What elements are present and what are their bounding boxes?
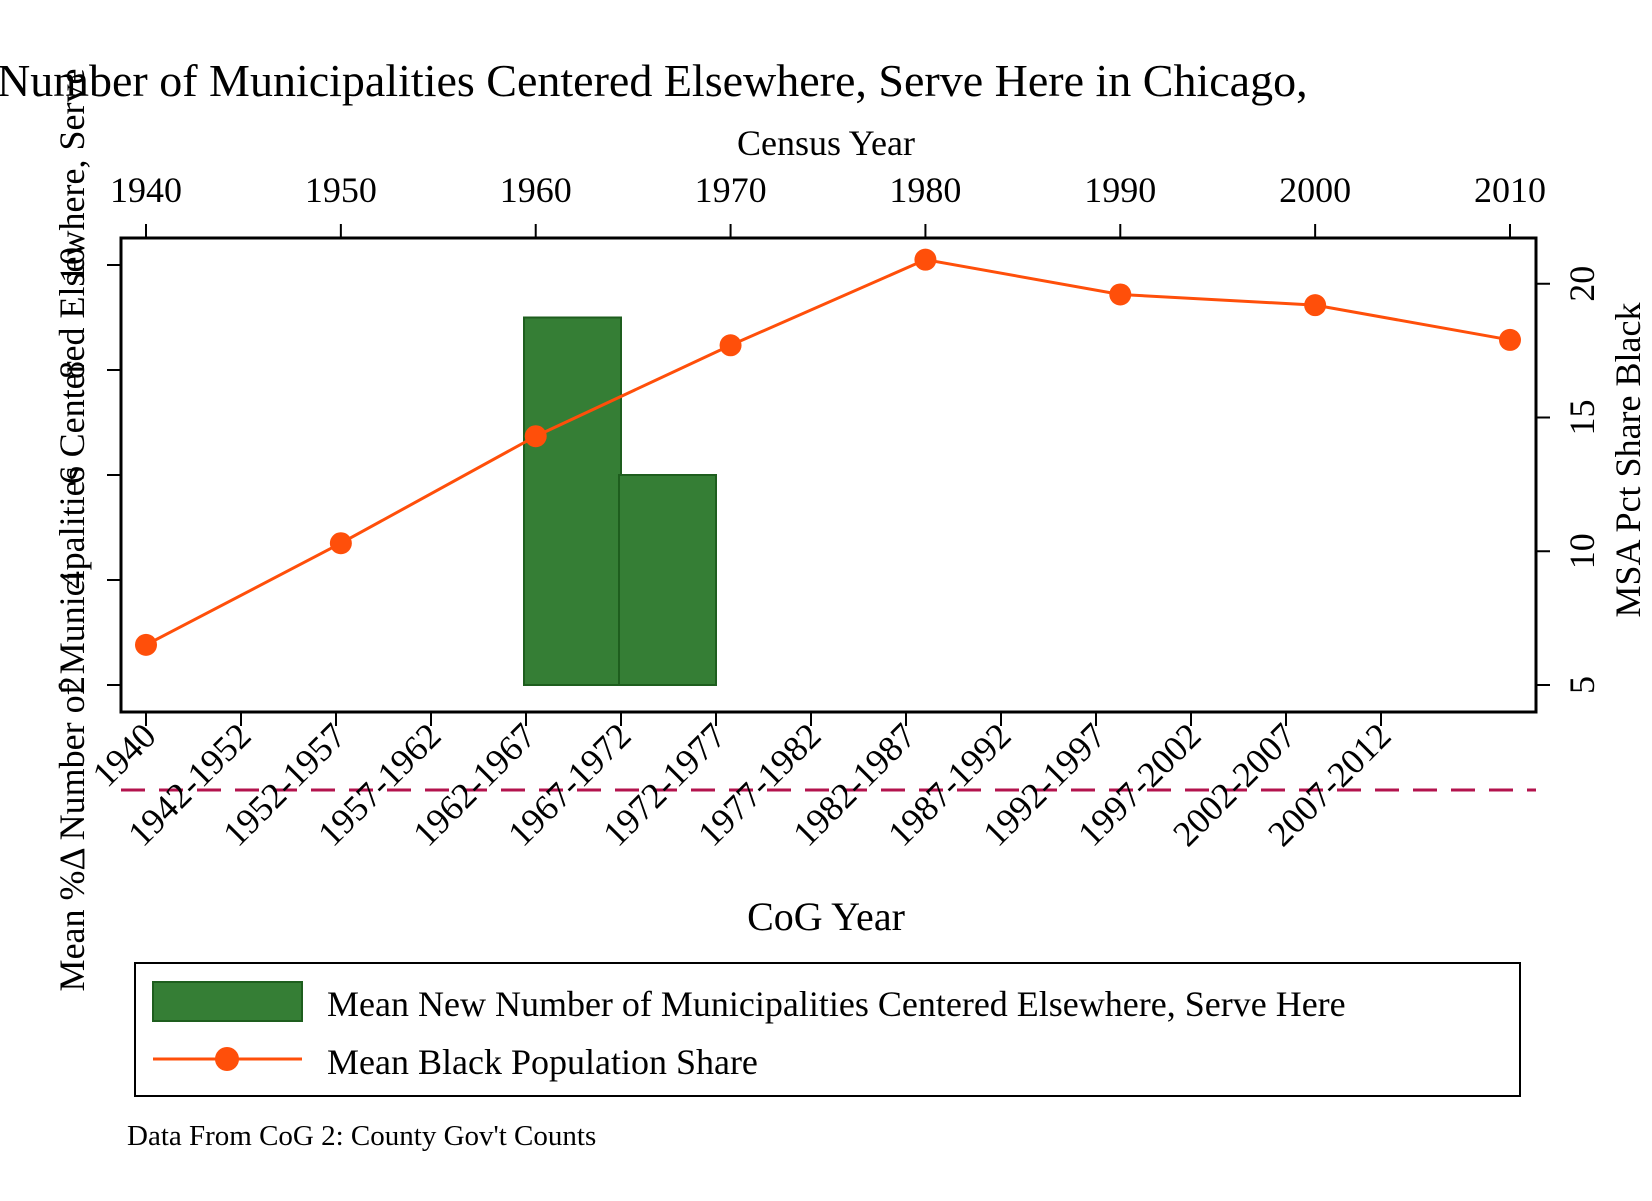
line-point — [524, 425, 547, 448]
legend-line-label: Mean Black Population Share — [327, 1042, 758, 1082]
legend-box — [134, 962, 1521, 1097]
top-tick-label: 1960 — [500, 170, 572, 210]
line-point — [914, 248, 937, 271]
top-tick-label: 1980 — [889, 170, 961, 210]
left-tick-label: 6 — [52, 466, 92, 484]
line-point — [1109, 283, 1132, 306]
series-line — [145, 258, 1511, 647]
right-tick-label: 5 — [1562, 676, 1602, 694]
legend: Mean New Number of Municipalities Center… — [134, 962, 1521, 1097]
y-axis-label: Mean %Δ Number of Municipalities Centere… — [52, 69, 92, 992]
right-tick-label: 20 — [1562, 266, 1602, 302]
left-tick-label: 2 — [52, 676, 92, 694]
x-axis-label: CoG Year — [747, 894, 905, 939]
top-axis-label: Census Year — [737, 123, 915, 163]
bar — [523, 316, 622, 686]
line-point — [1499, 328, 1521, 351]
chart-title: Number of Municipalities Centered Elsewh… — [0, 55, 1308, 106]
right-tick-label: 10 — [1562, 533, 1602, 569]
left-tick-label: 10 — [52, 247, 92, 283]
bar — [618, 474, 717, 686]
top-tick-label: 1950 — [305, 170, 377, 210]
legend-bar-label: Mean New Number of Municipalities Center… — [327, 984, 1346, 1024]
top-tick-label: 1940 — [110, 170, 182, 210]
line-point — [1304, 294, 1327, 317]
source-note: Data From CoG 2: County Gov't Counts — [127, 1120, 596, 1152]
line-point — [719, 334, 742, 357]
right-tick-label: 15 — [1562, 400, 1602, 436]
plot-marks: 1940 1950 1960 1970 1980 1990 2000 201024681051… — [52, 170, 1602, 854]
top-tick-label: 1970 — [695, 170, 767, 210]
right-axis-label: MSA Pct Share Black — [1608, 303, 1648, 618]
top-tick-label: 2000 — [1279, 170, 1351, 210]
left-tick-label: 4 — [52, 571, 92, 589]
top-tick-label: 1990 — [1084, 170, 1156, 210]
line-point — [329, 532, 352, 555]
line-point — [135, 633, 157, 656]
legend-bar-swatch — [152, 981, 303, 1022]
legend-line-marker — [215, 1047, 239, 1071]
plot-area — [119, 236, 1538, 714]
left-tick-label: 8 — [52, 361, 92, 379]
top-tick-label: 2010 — [1474, 170, 1546, 210]
bottom-tick-label: 1940 — [84, 715, 163, 794]
